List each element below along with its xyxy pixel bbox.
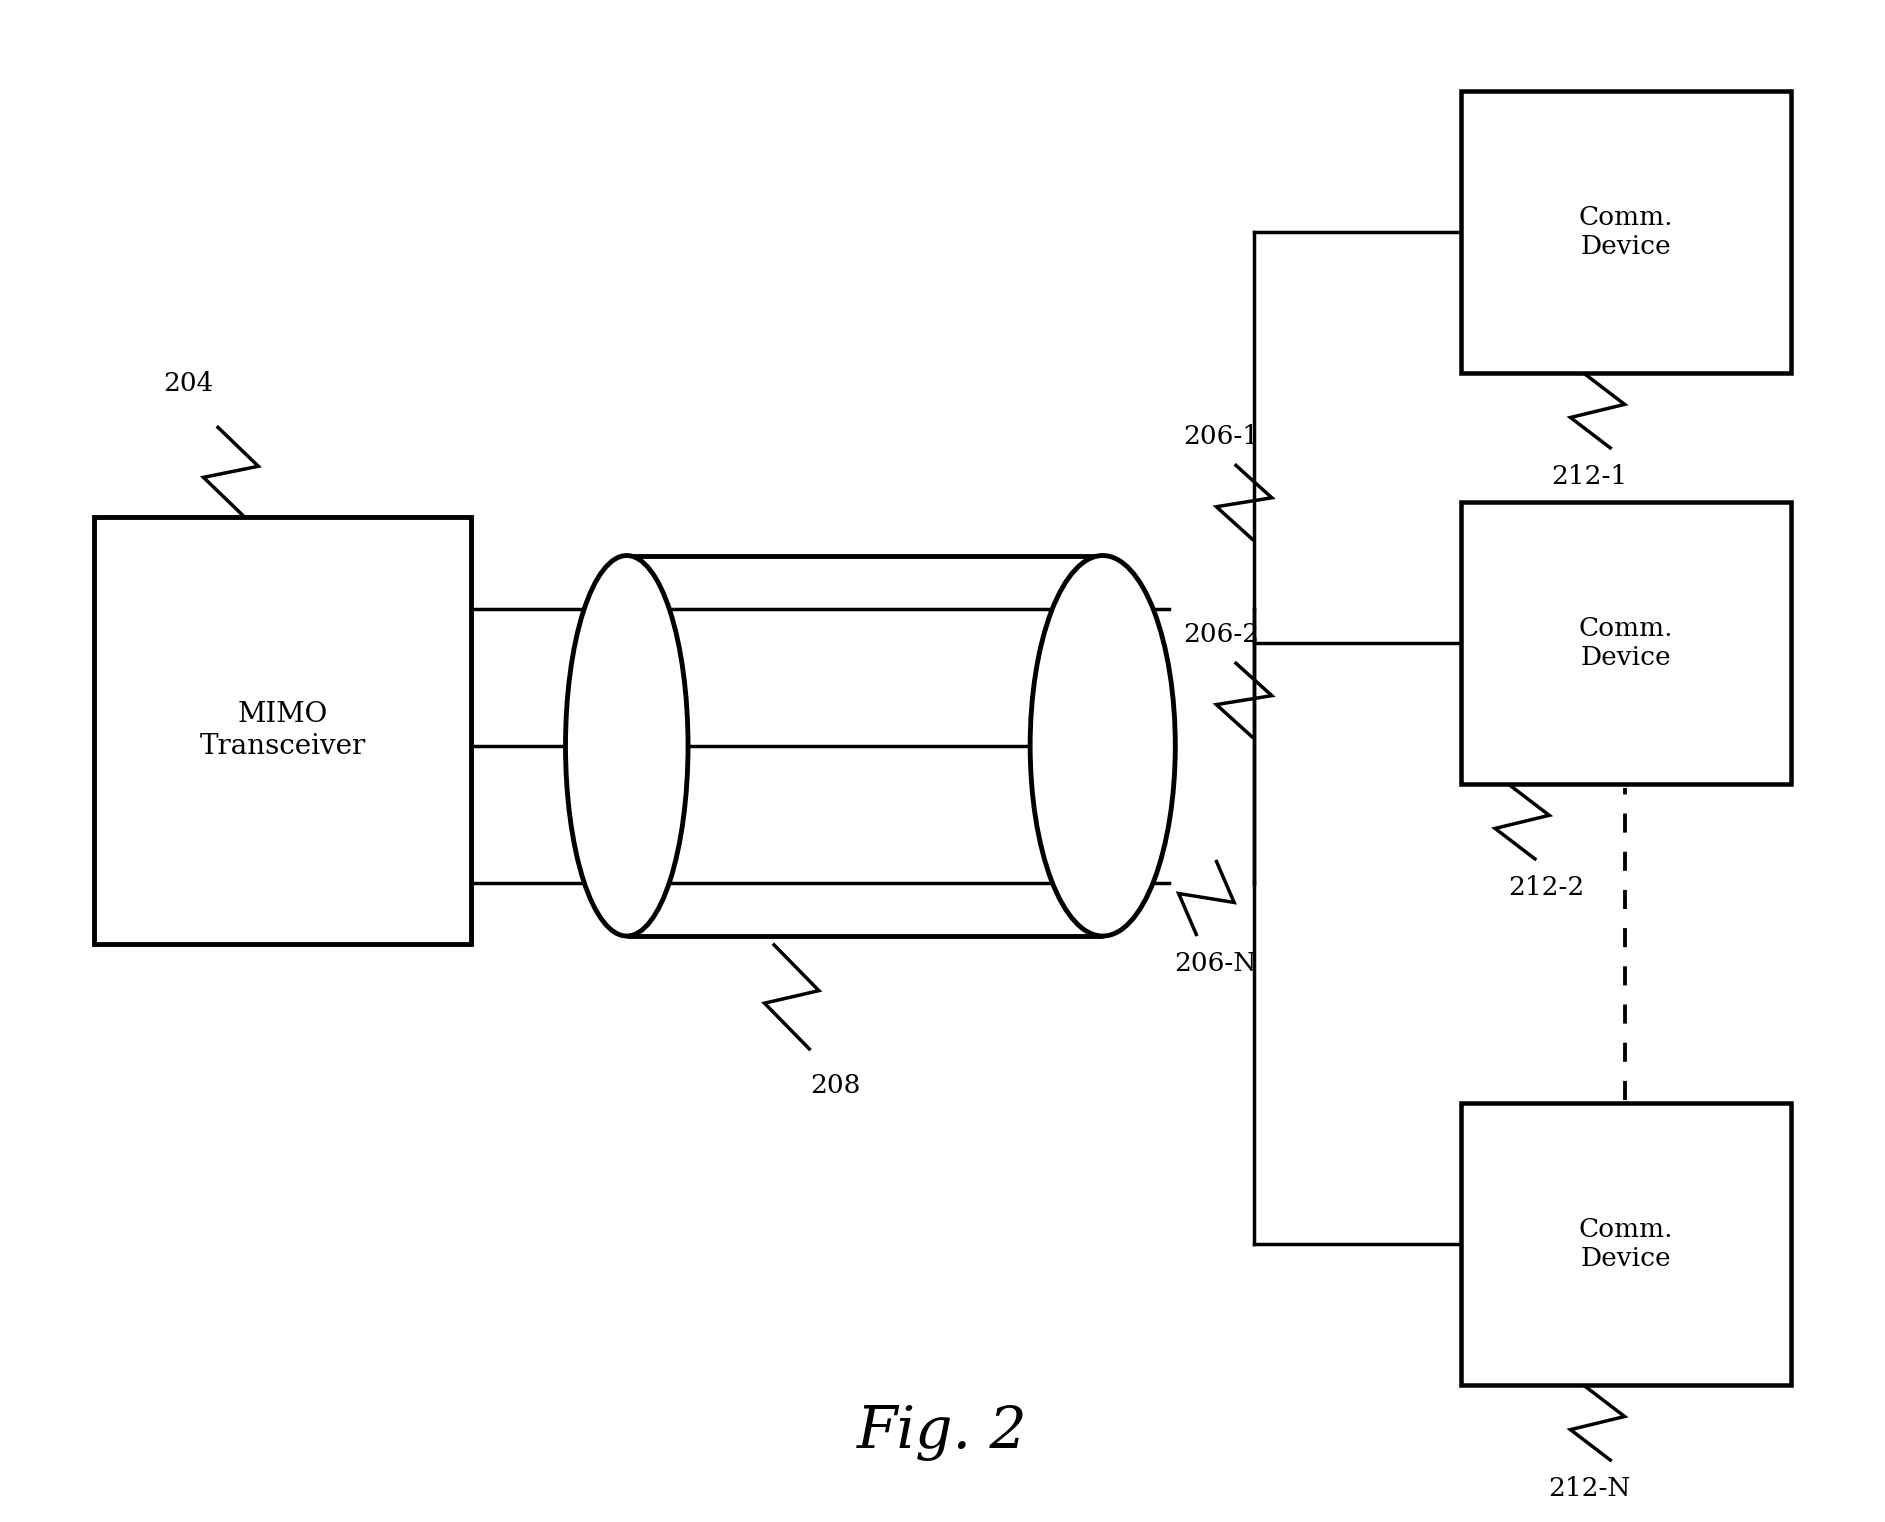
Bar bbox=[94, 517, 471, 944]
Text: Fig. 2: Fig. 2 bbox=[858, 1405, 1027, 1461]
Text: 206-2: 206-2 bbox=[1184, 622, 1259, 647]
Text: 212-2: 212-2 bbox=[1508, 875, 1583, 900]
Text: 212-N: 212-N bbox=[1548, 1476, 1631, 1501]
Text: Comm.
Device: Comm. Device bbox=[1578, 205, 1674, 259]
Text: MIMO
Transceiver: MIMO Transceiver bbox=[200, 702, 366, 759]
Text: 208: 208 bbox=[811, 1073, 861, 1097]
Bar bbox=[1461, 502, 1791, 784]
Text: 212-1: 212-1 bbox=[1551, 464, 1627, 489]
Ellipse shape bbox=[566, 556, 688, 936]
Bar bbox=[1461, 1103, 1791, 1385]
Text: 206-1: 206-1 bbox=[1184, 425, 1259, 449]
Text: 206-N: 206-N bbox=[1174, 951, 1257, 976]
Bar bbox=[1461, 91, 1791, 373]
Text: 204: 204 bbox=[164, 371, 213, 396]
Ellipse shape bbox=[1029, 556, 1176, 936]
Text: Comm.
Device: Comm. Device bbox=[1578, 1218, 1674, 1271]
Text: Comm.
Device: Comm. Device bbox=[1578, 616, 1674, 670]
